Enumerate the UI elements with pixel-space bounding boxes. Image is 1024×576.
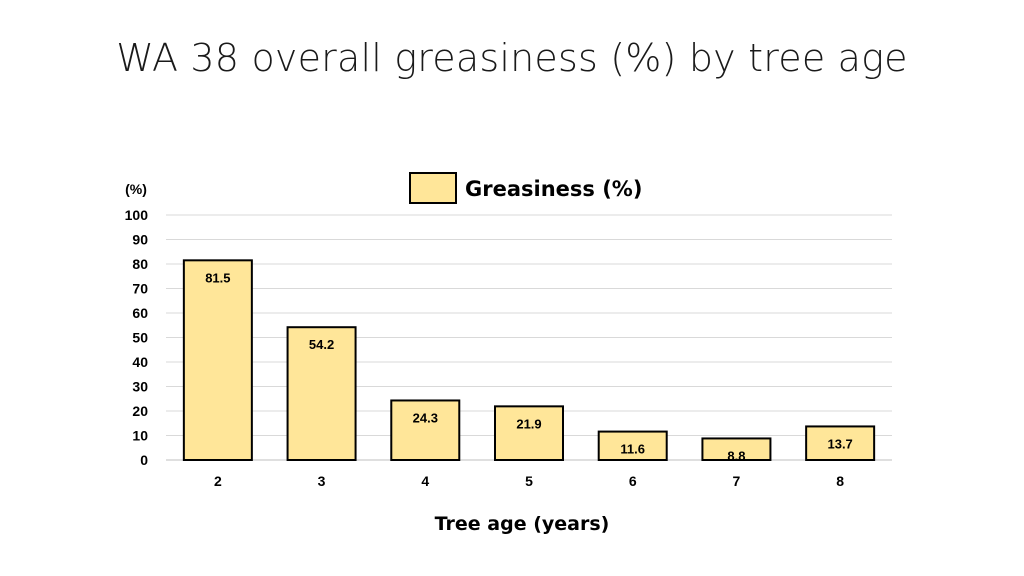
- x-tick-label: 5: [525, 473, 533, 489]
- data-label: 81.5: [205, 270, 230, 285]
- bar: [286, 326, 357, 461]
- x-tick-label: 6: [629, 473, 637, 489]
- data-label: 21.9: [516, 416, 541, 431]
- y-tick-labels: 0 10 20 30 40 50 60 70 80 90 100: [125, 207, 149, 468]
- legend: Greasiness (%): [409, 172, 642, 204]
- x-tick-label: 7: [733, 473, 741, 489]
- y-tick-label: 30: [132, 379, 148, 395]
- bar: [494, 405, 564, 461]
- x-tick-label: 8: [836, 473, 844, 489]
- y-tick-label: 100: [125, 207, 149, 223]
- data-label: 24.3: [413, 410, 438, 425]
- y-axis-label: (%): [125, 181, 147, 197]
- bars: 81.5 54.2 24.3 21.9 11.6 8.8 13.7: [182, 259, 876, 463]
- x-tick-label: 4: [421, 473, 429, 489]
- data-label: 54.2: [309, 337, 334, 352]
- x-tick-labels: 2 3 4 5 6 7 8: [214, 473, 844, 489]
- y-tick-label: 10: [132, 428, 148, 444]
- y-tick-label: 90: [132, 232, 148, 248]
- data-label: 8.8: [727, 448, 745, 463]
- bar: [597, 430, 668, 461]
- y-tick-label: 70: [132, 281, 148, 297]
- x-axis-label: Tree age (years): [435, 513, 610, 535]
- bar: [390, 399, 461, 461]
- page-title: WA 38 overall greasiness (%) by tree age: [116, 36, 908, 80]
- legend-swatch: [409, 172, 457, 204]
- bar: [182, 259, 253, 462]
- data-label: 11.6: [620, 442, 645, 457]
- y-tick-label: 60: [132, 305, 148, 321]
- y-tick-label: 80: [132, 256, 148, 272]
- y-tick-label: 20: [132, 403, 148, 419]
- legend-label: Greasiness (%): [465, 177, 642, 201]
- data-label: 13.7: [827, 436, 852, 451]
- y-tick-label: 40: [132, 354, 148, 370]
- y-tick-label: 0: [140, 452, 148, 468]
- x-tick-label: 3: [318, 473, 326, 489]
- y-tick-label: 50: [132, 330, 148, 346]
- bar: [701, 437, 772, 462]
- bar: [805, 425, 876, 461]
- x-tick-label: 2: [214, 473, 222, 489]
